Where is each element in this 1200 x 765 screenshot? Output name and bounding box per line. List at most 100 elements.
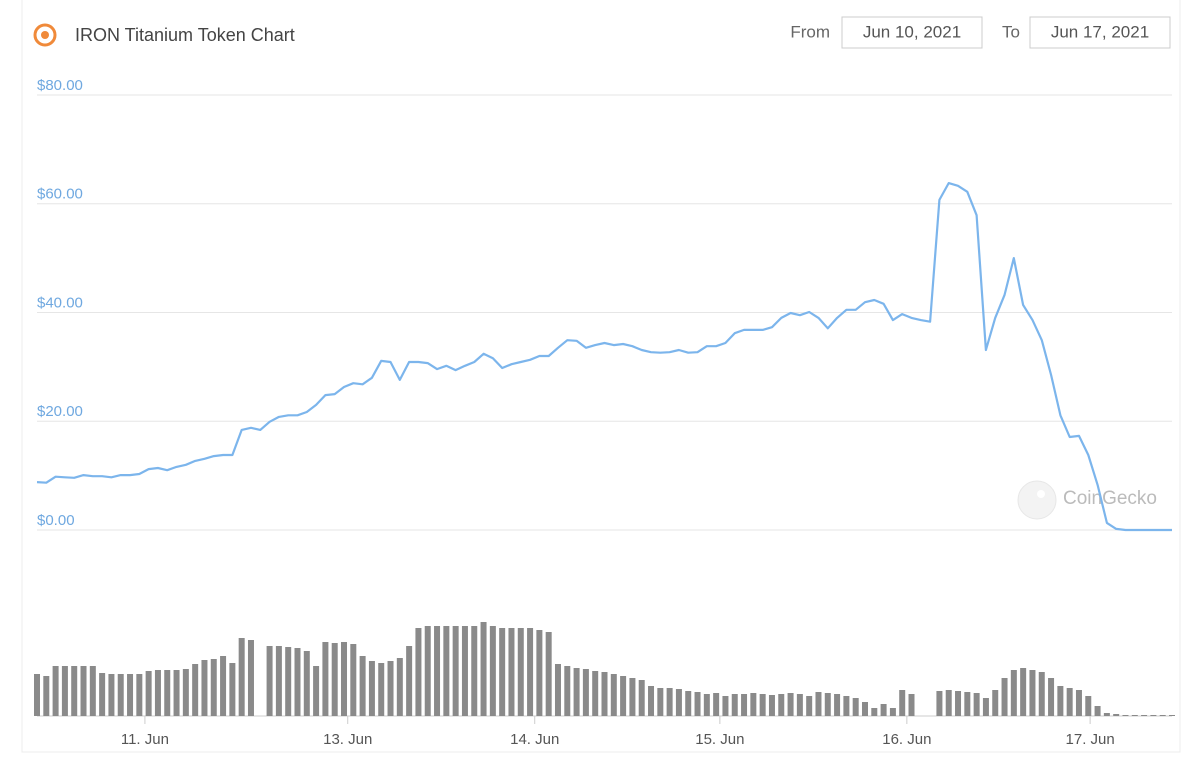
volume-bar	[834, 694, 841, 716]
to-date[interactable]: Jun 17, 2021	[1051, 22, 1149, 41]
volume-bar	[629, 678, 636, 716]
volume-bar	[452, 626, 459, 716]
volume-bar	[573, 668, 580, 716]
volume-bar	[220, 656, 227, 716]
volume-bar	[889, 708, 896, 716]
volume-bar	[1029, 670, 1036, 716]
volume-bar	[61, 666, 68, 716]
to-date-input[interactable]	[1029, 16, 1171, 49]
volume-bar	[1075, 690, 1082, 716]
volume-bar	[80, 666, 87, 716]
volume-bar	[694, 692, 701, 716]
volume-bar	[778, 694, 785, 716]
volume-bar	[1169, 715, 1175, 716]
volume-bar	[768, 695, 775, 716]
volume-bar	[164, 670, 171, 716]
volume-bar	[210, 659, 217, 716]
volume-bar	[471, 626, 478, 716]
volume-bar	[992, 690, 999, 716]
volume-bar	[620, 676, 627, 716]
volume-bar	[127, 674, 134, 716]
x-tick-label: 14. Jun	[510, 731, 559, 748]
volume-bar	[796, 694, 803, 716]
volume-bar	[396, 658, 403, 716]
volume-bar	[852, 698, 859, 716]
volume-bar	[136, 674, 143, 716]
volume-bar	[955, 691, 962, 716]
y-tick-label: $60.00	[37, 186, 83, 203]
volume-bar	[173, 670, 180, 716]
volume-bar	[434, 626, 441, 716]
card-frame	[21, 0, 1181, 753]
volume-bar	[89, 666, 96, 716]
volume-bar	[1057, 686, 1064, 716]
volume-bar	[843, 696, 850, 716]
token-icon	[33, 23, 57, 47]
volume-bar	[536, 630, 543, 716]
y-tick-label: $40.00	[37, 294, 83, 311]
volume-bar	[99, 673, 106, 716]
volume-bar	[461, 626, 468, 716]
volume-bar	[1094, 706, 1101, 716]
volume-bar	[1038, 672, 1045, 716]
volume-bar	[201, 660, 208, 716]
volume-bar	[610, 674, 617, 716]
volume-bar	[350, 644, 357, 716]
volume-bar	[341, 642, 348, 716]
volume-bar	[154, 670, 161, 716]
volume-bar	[675, 689, 682, 716]
volume-bar	[787, 693, 794, 716]
volume-bar	[545, 632, 552, 716]
volume-bar	[1085, 696, 1092, 716]
volume-bar	[415, 628, 422, 716]
volume-bar	[945, 690, 952, 716]
volume-bar	[685, 691, 692, 716]
volume-bar	[192, 664, 199, 716]
volume-bar	[108, 674, 115, 716]
y-tick-label: $80.00	[37, 77, 83, 94]
to-label: To	[1002, 22, 1020, 41]
from-label: From	[790, 22, 830, 41]
volume-bar	[313, 666, 320, 716]
from-date[interactable]: Jun 10, 2021	[863, 22, 961, 41]
volume-bar	[899, 690, 906, 716]
volume-bar	[871, 708, 878, 716]
volume-bar	[1066, 688, 1073, 716]
volume-bar	[331, 643, 338, 716]
volume-bar	[1048, 678, 1055, 716]
volume-bar	[145, 671, 152, 716]
x-tick-label: 11. Jun	[121, 731, 169, 748]
volume-bar	[648, 686, 655, 716]
volume-bar	[880, 704, 887, 716]
volume-bar	[294, 648, 301, 716]
volume-bar	[815, 692, 822, 716]
volume-bar	[750, 693, 757, 716]
volume-bar	[861, 702, 868, 716]
volume-bar	[1131, 715, 1138, 716]
volume-bar	[71, 666, 78, 716]
from-date-input[interactable]	[841, 16, 983, 49]
volume-bar	[806, 696, 813, 716]
volume-bar	[406, 646, 413, 716]
volume-bar	[387, 661, 394, 716]
y-tick-label: $0.00	[37, 512, 75, 529]
volume-bar	[564, 666, 571, 716]
volume-bar	[489, 626, 496, 716]
x-tick-label: 17. Jun	[1066, 731, 1115, 748]
volume-bar	[508, 628, 515, 716]
volume-bar	[1159, 715, 1166, 716]
x-tick-label: 15. Jun	[695, 731, 744, 748]
volume-bar	[601, 672, 608, 716]
volume-bar	[638, 680, 645, 716]
volume-bar	[34, 674, 40, 716]
volume-bar	[378, 663, 385, 716]
volume-bar	[499, 628, 506, 716]
volume-bar	[480, 622, 487, 716]
y-tick-label: $20.00	[37, 403, 83, 420]
volume-bar	[52, 666, 59, 716]
volume-bar	[359, 656, 366, 716]
volume-bar	[266, 646, 273, 716]
volume-bar	[759, 694, 766, 716]
volume-bar	[1141, 715, 1148, 716]
